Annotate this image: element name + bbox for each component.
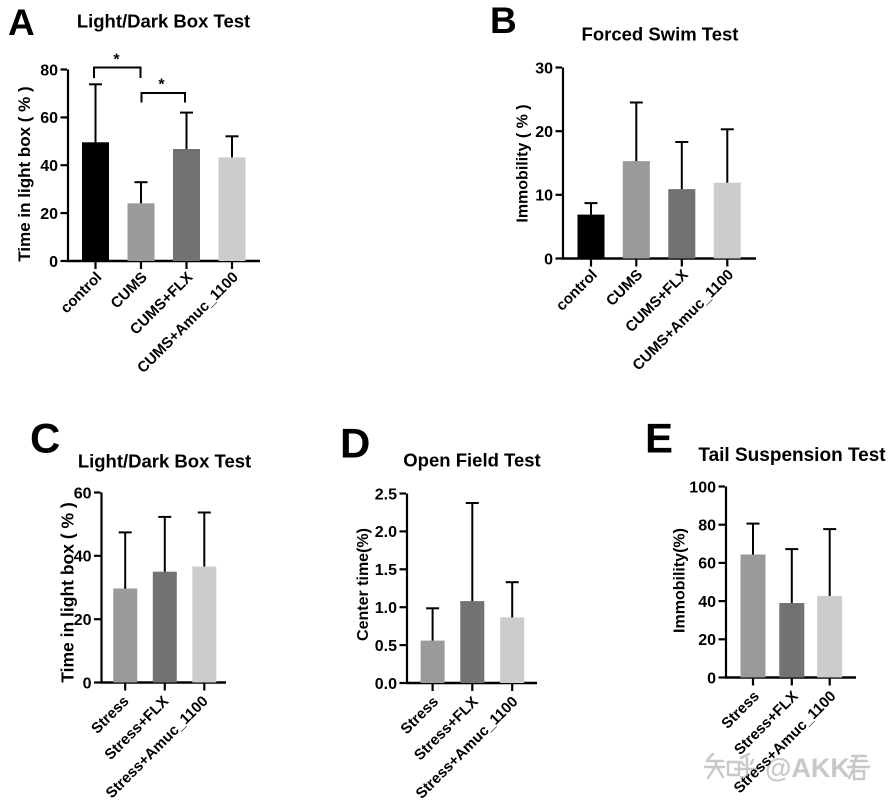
- svg-text:@AKK: @AKK: [765, 753, 850, 783]
- svg-text:10: 10: [535, 188, 553, 205]
- svg-text:20: 20: [74, 612, 92, 629]
- svg-text:D: D: [340, 420, 370, 467]
- svg-text:C: C: [30, 415, 60, 462]
- svg-text:*: *: [113, 52, 120, 69]
- svg-text:20: 20: [535, 124, 553, 141]
- svg-text:*: *: [158, 77, 165, 94]
- svg-text:0: 0: [544, 251, 553, 268]
- svg-text:Tail Suspension Test: Tail Suspension Test: [698, 445, 886, 466]
- svg-text:Open Field Test: Open Field Test: [403, 450, 540, 471]
- svg-text:Time in light box ( % ): Time in light box ( % ): [58, 502, 78, 683]
- svg-text:20: 20: [40, 206, 58, 223]
- svg-text:Center time(%): Center time(%): [355, 528, 372, 641]
- svg-text:0: 0: [83, 675, 92, 692]
- svg-text:Immobility(%): Immobility(%): [672, 528, 689, 633]
- svg-text:E: E: [645, 415, 673, 462]
- svg-text:1.0: 1.0: [375, 600, 397, 617]
- svg-text:Light/Dark Box Test: Light/Dark Box Test: [77, 11, 250, 32]
- svg-text:100: 100: [689, 479, 716, 496]
- svg-text:0: 0: [707, 670, 716, 687]
- svg-text:0: 0: [49, 254, 58, 271]
- svg-text:Time in light box ( % ): Time in light box ( % ): [15, 86, 34, 261]
- svg-text:30: 30: [535, 60, 553, 77]
- svg-text:2.0: 2.0: [375, 524, 397, 541]
- svg-text:2.5: 2.5: [375, 486, 397, 503]
- svg-text:0.0: 0.0: [375, 676, 397, 693]
- svg-text:20: 20: [698, 632, 716, 649]
- svg-text:40: 40: [74, 549, 92, 566]
- svg-text:A: A: [8, 2, 35, 43]
- svg-text:60: 60: [40, 110, 58, 127]
- svg-text:40: 40: [40, 158, 58, 175]
- svg-text:B: B: [490, 0, 517, 41]
- svg-text:60: 60: [698, 556, 716, 573]
- svg-text:40: 40: [698, 594, 716, 611]
- svg-text:80: 80: [698, 518, 716, 535]
- svg-text:1.5: 1.5: [375, 562, 397, 579]
- svg-text:Immobility ( % ): Immobility ( % ): [515, 104, 532, 222]
- svg-text:Forced Swim Test: Forced Swim Test: [582, 24, 739, 45]
- svg-text:80: 80: [40, 62, 58, 79]
- svg-text:0.5: 0.5: [375, 638, 397, 655]
- svg-text:60: 60: [74, 485, 92, 502]
- svg-text:Light/Dark Box Test: Light/Dark Box Test: [78, 451, 251, 472]
